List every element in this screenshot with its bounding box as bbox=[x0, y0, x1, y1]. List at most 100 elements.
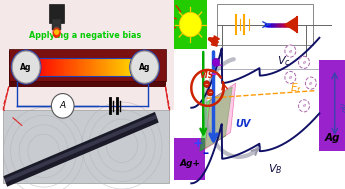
Text: e: e bbox=[302, 103, 306, 108]
Bar bbox=[49, 4, 65, 23]
Bar bbox=[131, 58, 133, 76]
Bar bbox=[87, 58, 89, 76]
Circle shape bbox=[285, 45, 296, 57]
Text: A: A bbox=[60, 101, 66, 110]
Bar bbox=[40, 58, 42, 76]
Bar bbox=[37, 58, 39, 76]
Circle shape bbox=[54, 29, 59, 35]
Bar bbox=[120, 58, 122, 76]
Text: $V_B$: $V_B$ bbox=[268, 162, 283, 176]
Bar bbox=[85, 58, 88, 76]
Bar bbox=[47, 58, 49, 76]
Bar bbox=[132, 58, 135, 76]
Bar bbox=[70, 58, 72, 76]
Bar bbox=[127, 58, 129, 76]
Circle shape bbox=[298, 100, 309, 112]
Bar bbox=[217, 4, 313, 45]
Bar bbox=[99, 58, 101, 76]
Bar bbox=[58, 58, 60, 76]
Bar bbox=[3, 110, 169, 183]
Bar bbox=[65, 58, 67, 76]
Polygon shape bbox=[200, 87, 232, 151]
Bar bbox=[68, 58, 70, 76]
Bar bbox=[115, 58, 117, 76]
Bar bbox=[319, 60, 345, 151]
Circle shape bbox=[207, 89, 213, 96]
Bar bbox=[134, 58, 136, 76]
Bar bbox=[50, 58, 53, 76]
Bar bbox=[98, 58, 100, 76]
Bar bbox=[101, 58, 103, 76]
Text: Applying a negative bias: Applying a negative bias bbox=[29, 31, 141, 40]
Bar bbox=[118, 58, 121, 76]
Bar bbox=[82, 58, 84, 76]
Bar bbox=[38, 58, 41, 76]
Text: UV: UV bbox=[236, 119, 251, 129]
Text: e: e bbox=[289, 49, 292, 53]
Text: e: e bbox=[309, 81, 313, 86]
Text: Ag: Ag bbox=[325, 133, 340, 143]
Bar bbox=[92, 58, 95, 76]
Text: Ag+: Ag+ bbox=[179, 159, 200, 168]
Text: $gV_{oc}$: $gV_{oc}$ bbox=[339, 95, 345, 113]
Bar bbox=[63, 58, 65, 76]
Bar bbox=[59, 58, 61, 76]
Bar bbox=[54, 58, 56, 76]
Bar bbox=[9, 51, 166, 87]
Text: –: – bbox=[205, 81, 208, 87]
Polygon shape bbox=[3, 112, 159, 187]
Text: –: – bbox=[208, 90, 212, 96]
Bar bbox=[96, 58, 98, 76]
Bar bbox=[0, 0, 174, 110]
Bar bbox=[71, 58, 74, 76]
Bar bbox=[52, 58, 55, 76]
Text: –: – bbox=[216, 59, 222, 72]
Bar bbox=[61, 58, 63, 76]
Circle shape bbox=[285, 71, 296, 84]
Bar bbox=[110, 58, 112, 76]
Circle shape bbox=[305, 77, 316, 89]
Bar bbox=[33, 58, 36, 76]
Bar bbox=[105, 58, 107, 76]
Polygon shape bbox=[205, 83, 236, 149]
Text: –: – bbox=[202, 147, 208, 160]
Bar bbox=[108, 58, 110, 76]
Bar bbox=[126, 58, 128, 76]
Bar bbox=[31, 58, 136, 76]
Circle shape bbox=[52, 27, 61, 37]
Bar bbox=[75, 58, 77, 76]
Bar bbox=[122, 58, 124, 76]
Bar bbox=[9, 49, 166, 81]
Bar bbox=[89, 58, 91, 76]
Text: VIS: VIS bbox=[199, 71, 213, 81]
Bar bbox=[49, 58, 51, 76]
Text: $E_f$: $E_f$ bbox=[290, 82, 302, 95]
Circle shape bbox=[204, 81, 210, 88]
Polygon shape bbox=[4, 115, 157, 183]
Polygon shape bbox=[285, 17, 297, 32]
Circle shape bbox=[212, 58, 220, 67]
Bar bbox=[94, 58, 96, 76]
Bar bbox=[54, 26, 59, 34]
Bar bbox=[106, 58, 109, 76]
Text: e: e bbox=[302, 60, 306, 65]
Bar bbox=[66, 58, 68, 76]
Text: e: e bbox=[289, 75, 292, 80]
Bar bbox=[91, 58, 93, 76]
Bar bbox=[174, 0, 207, 49]
Bar bbox=[43, 58, 46, 76]
Text: Ag: Ag bbox=[20, 63, 32, 72]
Circle shape bbox=[298, 56, 309, 68]
Bar bbox=[73, 58, 76, 76]
Bar bbox=[31, 58, 33, 76]
Bar bbox=[129, 58, 131, 76]
Bar bbox=[45, 58, 48, 76]
Bar bbox=[83, 58, 86, 76]
Bar bbox=[174, 138, 205, 180]
Bar bbox=[78, 58, 81, 76]
Ellipse shape bbox=[131, 51, 159, 83]
Circle shape bbox=[179, 12, 201, 37]
Bar bbox=[103, 58, 105, 76]
Bar bbox=[52, 19, 61, 30]
Circle shape bbox=[51, 94, 74, 118]
